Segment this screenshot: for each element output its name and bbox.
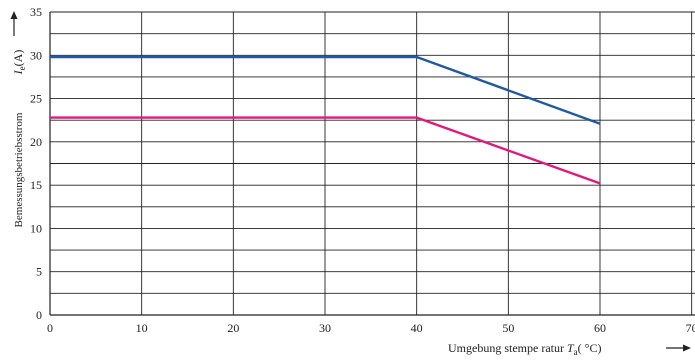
x-axis-title: Umgebung stempe ratur Ta( °C) — [448, 341, 601, 357]
y-axis-title: Bemessungsbetriebsstrom — [13, 112, 25, 227]
y-tick-label: 0 — [36, 308, 42, 322]
y-tick-label: 20 — [30, 135, 42, 149]
x-axis-unit: ( °C) — [578, 341, 602, 355]
y-tick-label: 5 — [36, 265, 42, 279]
y-tick-label: 25 — [30, 92, 42, 106]
x-tick-label: 10 — [136, 321, 148, 335]
y-tick-label: 15 — [30, 178, 42, 192]
y-tick-label: 30 — [30, 48, 42, 62]
x-tick-label: 20 — [227, 321, 239, 335]
y-axis-arrow — [10, 11, 18, 36]
x-axis-symbol: T — [567, 341, 575, 355]
x-tick-label: 60 — [594, 321, 606, 335]
y-axis-label: Bemessungsbetriebsstrom — [13, 112, 25, 227]
grid — [49, 11, 695, 316]
x-tick-label: 70 — [686, 321, 695, 335]
x-axis-arrow — [666, 344, 691, 352]
y-axis-subscript: e — [17, 66, 27, 70]
x-tick-label: 0 — [47, 321, 53, 335]
x-axis-label: Umgebung stempe ratur — [448, 341, 564, 355]
series-line-2 — [50, 116, 601, 185]
x-axis-subscript: a — [574, 347, 578, 357]
y-tick-label: 10 — [30, 221, 42, 235]
y-tick-label: 35 — [30, 5, 42, 19]
y-axis-symbol-group: Ie(A) — [11, 50, 27, 76]
x-tick-label: 50 — [502, 321, 514, 335]
y-axis-unit: (A) — [11, 50, 25, 67]
tick-labels: 0 10 20 30 40 50 60 70 0 5 10 15 20 25 30 35 — [30, 5, 695, 335]
svg-text:Ie(A): Ie(A) — [11, 50, 27, 76]
y-axis-symbol: I — [11, 69, 25, 75]
series-line-1 — [50, 55, 601, 125]
series-layer — [50, 55, 601, 185]
x-tick-label: 30 — [319, 321, 331, 335]
x-tick-label: 40 — [411, 321, 423, 335]
